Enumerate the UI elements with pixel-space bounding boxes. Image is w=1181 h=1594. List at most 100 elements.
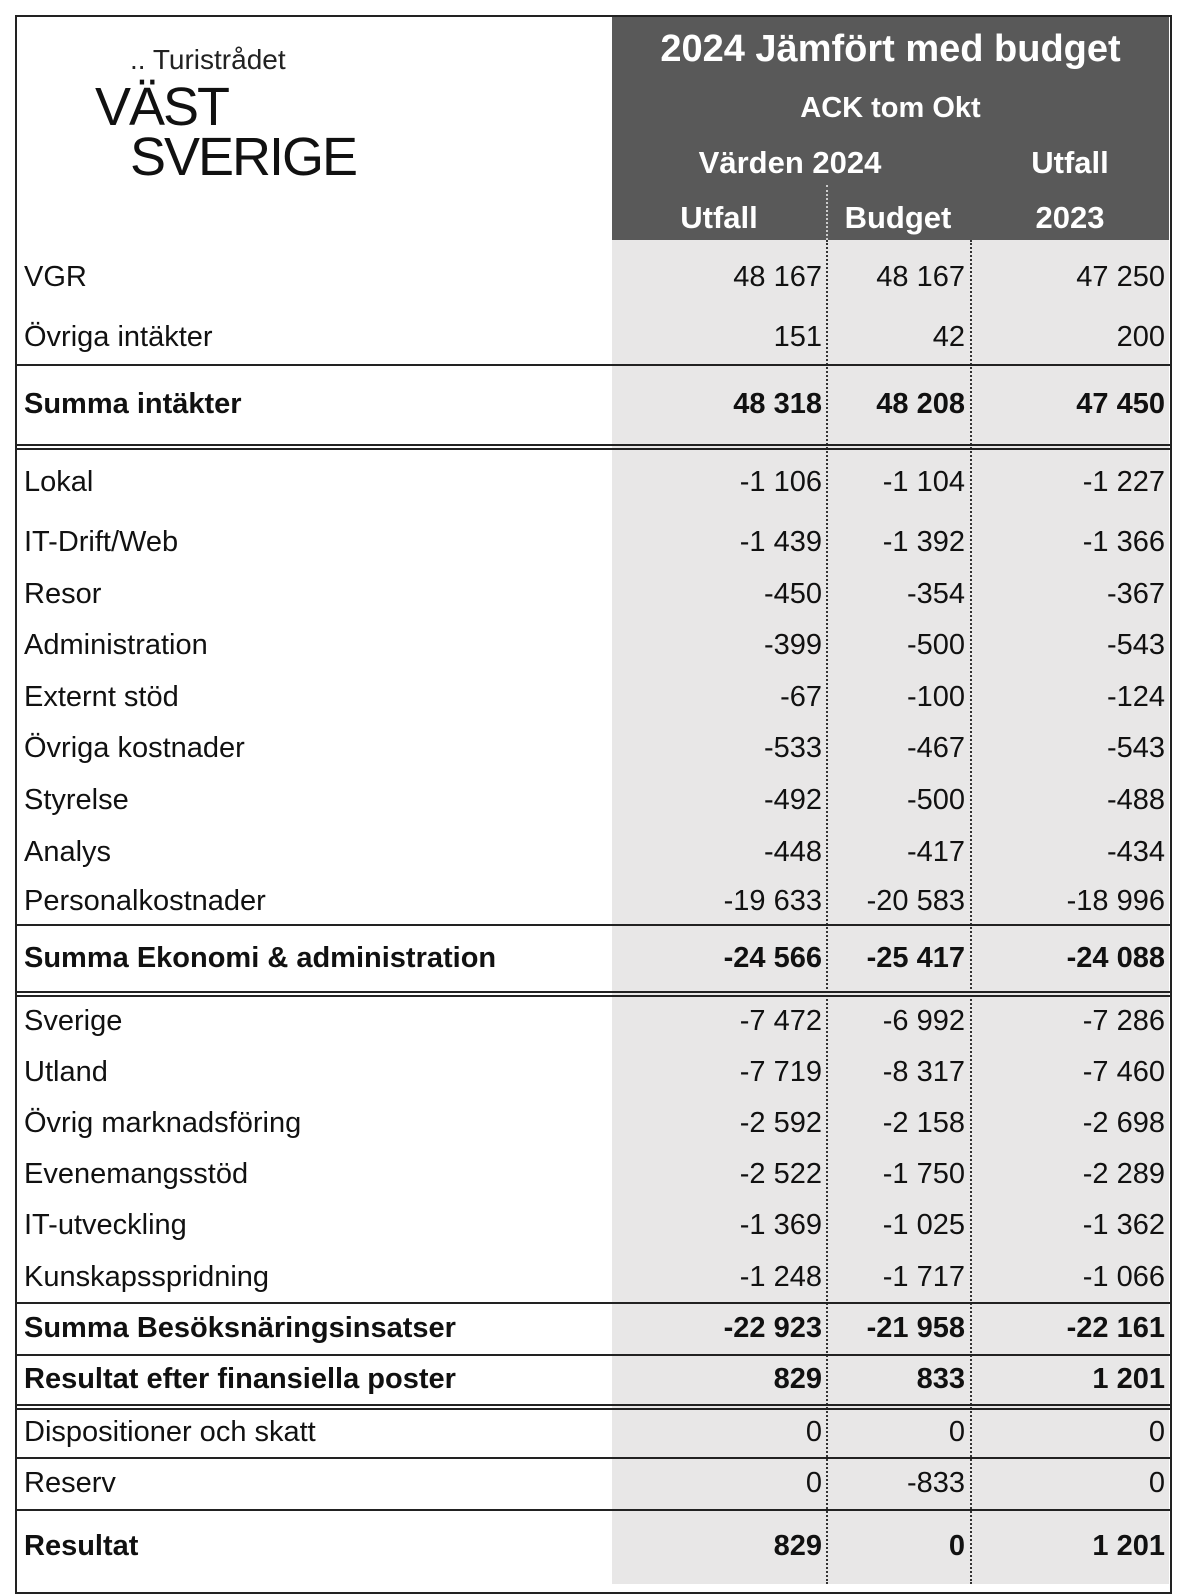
cell-value: -8 317 [882, 1056, 965, 1088]
cell-value: -7 719 [739, 1056, 822, 1088]
cell-value: 48 318 [733, 388, 822, 420]
cell-value: 0 [805, 1467, 822, 1499]
cell-value: -1 392 [882, 525, 965, 558]
header-col2: Budget [844, 200, 952, 235]
header-divider [826, 185, 828, 240]
cell-value: 48 167 [876, 260, 965, 293]
cell-value: -1 362 [1082, 1209, 1165, 1241]
header-background [612, 17, 1169, 240]
row-label: Evenemangsstöd [24, 1158, 249, 1190]
cell-value: -2 158 [882, 1107, 965, 1139]
cell-value: -6 992 [882, 1004, 965, 1037]
header-group: Värden 2024 [698, 145, 882, 180]
row-border [15, 924, 1170, 926]
cell-value: -1 066 [1082, 1260, 1165, 1293]
cell-value: -22 161 [1066, 1312, 1165, 1344]
cell-value: -67 [780, 680, 822, 713]
header-prev-bottom: 2023 [1035, 200, 1105, 235]
row-label: Resultat efter finansiella poster [24, 1363, 456, 1395]
cell-value: -434 [1106, 835, 1165, 868]
cell-value: -124 [1106, 680, 1165, 713]
cell-value: -448 [763, 835, 822, 868]
row-label: Styrelse [24, 784, 129, 816]
cell-value: -20 583 [866, 884, 965, 917]
cell-value: -399 [763, 629, 822, 661]
cell-value: -21 958 [866, 1312, 965, 1344]
cell-value: 829 [773, 1530, 822, 1562]
cell-value: -367 [1106, 578, 1165, 610]
cell-value: -1 104 [882, 465, 965, 498]
row-label: Utland [24, 1056, 108, 1088]
cell-value: -488 [1106, 784, 1165, 816]
cell-value: -543 [1106, 732, 1165, 764]
cell-value: -467 [906, 732, 965, 764]
row-label: VGR [24, 260, 87, 293]
row-border [15, 1509, 1170, 1511]
row-border [15, 1354, 1170, 1356]
cell-value: -18 996 [1066, 884, 1165, 917]
cell-value: 833 [916, 1363, 965, 1395]
logo-tagline: .. Turistrådet [130, 44, 286, 75]
column-divider [826, 240, 828, 1584]
cell-value: -22 923 [723, 1312, 822, 1344]
cell-value: -1 717 [882, 1260, 965, 1293]
row-label: IT-Drift/Web [24, 525, 179, 558]
cell-value: -24 088 [1066, 941, 1165, 974]
row-label: Externt stöd [24, 680, 179, 713]
row-label: Resor [24, 578, 102, 610]
value-background [612, 240, 1169, 1584]
cell-value: 1 201 [1092, 1363, 1165, 1395]
cell-value: -1 106 [739, 465, 822, 498]
row-label: Resultat [24, 1530, 139, 1562]
row-label: IT-utveckling [24, 1209, 187, 1241]
cell-value: -2 592 [739, 1107, 822, 1139]
cell-value: -1 369 [739, 1209, 822, 1241]
column-divider [970, 240, 972, 1584]
cell-value: -1 227 [1082, 465, 1165, 498]
cell-value: -1 439 [739, 525, 822, 558]
cell-value: -7 286 [1082, 1004, 1165, 1037]
cell-value: 0 [1148, 1467, 1165, 1499]
cell-value: -500 [906, 629, 965, 661]
cell-value: -7 460 [1082, 1056, 1165, 1088]
row-border [15, 364, 1170, 366]
row-label: Dispositioner och skatt [24, 1416, 316, 1448]
header-period: ACK tom Okt [800, 92, 981, 124]
cell-value: -1 025 [882, 1209, 965, 1241]
cell-value: -500 [906, 784, 965, 816]
row-label: Summa intäkter [24, 388, 242, 420]
cell-value: -1 248 [739, 1260, 822, 1293]
row-label: Analys [24, 835, 112, 868]
cell-value: 200 [1116, 320, 1165, 353]
cell-value: 0 [948, 1416, 965, 1448]
cell-value: -533 [763, 732, 822, 764]
row-label: Summa Besöksnäringsinsatser [24, 1312, 456, 1344]
cell-value: 48 208 [876, 388, 965, 420]
cell-value: -1 750 [882, 1158, 965, 1190]
cell-value: -25 417 [866, 941, 965, 974]
logo-line1: VÄST [95, 77, 230, 137]
cell-value: 0 [1148, 1416, 1165, 1448]
cell-value: -7 472 [739, 1004, 822, 1037]
cell-value: 42 [932, 320, 965, 353]
cell-value: -2 289 [1082, 1158, 1165, 1190]
cell-value: 47 450 [1076, 388, 1165, 420]
row-border [15, 991, 1170, 997]
row-label: Kunskapsspridning [24, 1260, 270, 1293]
header-title: 2024 Jämfört med budget [660, 28, 1121, 70]
row-border [15, 1457, 1170, 1459]
cell-value: 829 [773, 1363, 822, 1395]
cell-value: -19 633 [723, 884, 822, 917]
row-label: Övriga kostnader [24, 732, 245, 764]
header-col1: Utfall [680, 200, 758, 235]
cell-value: -24 566 [723, 941, 822, 974]
cell-value: 48 167 [733, 260, 822, 293]
cell-value: -833 [906, 1467, 965, 1499]
row-border [15, 1404, 1170, 1410]
cell-value: 0 [948, 1530, 965, 1562]
cell-value: -100 [906, 680, 965, 713]
cell-value: 47 250 [1076, 260, 1165, 293]
row-border [15, 1302, 1170, 1304]
cell-value: -2 522 [739, 1158, 822, 1190]
row-label: Övrig marknadsföring [24, 1107, 302, 1139]
